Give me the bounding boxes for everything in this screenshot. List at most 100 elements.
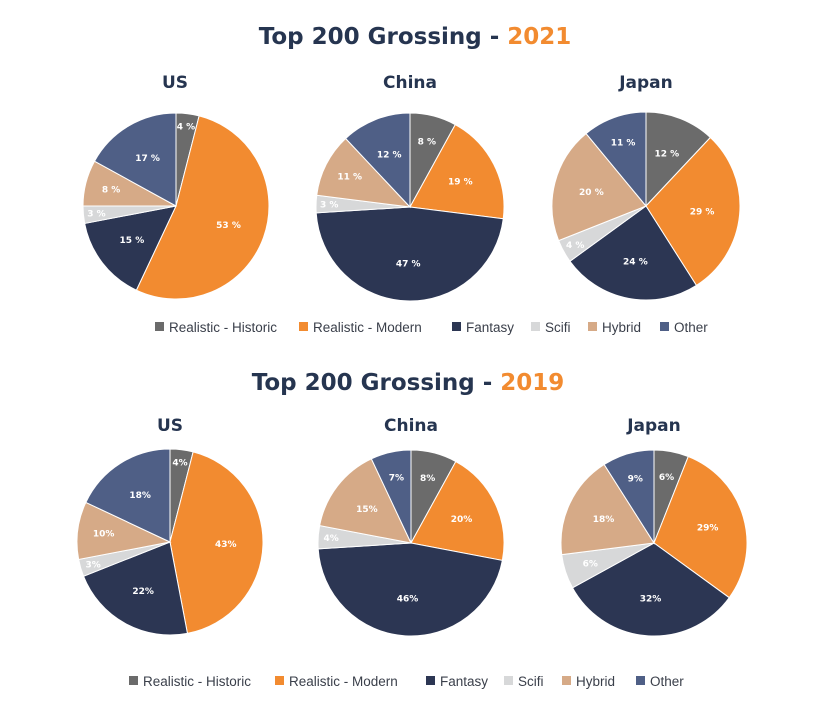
pies-2021: 4 %53 %15 %3 %8 %17 %8 %19 %47 %3 %11 %1… [82, 111, 741, 302]
slice-label-hybrid: 15% [356, 505, 378, 515]
legend-item-hybrid: Hybrid [588, 320, 641, 335]
legend-swatch [531, 322, 540, 331]
legend-swatch [155, 322, 164, 331]
legend-label: Realistic - Modern [289, 674, 398, 689]
chart-title-china-2021: China [383, 73, 437, 93]
slice-label-scifi: 3 % [320, 201, 338, 211]
legend-label: Other [674, 320, 708, 335]
slice-label-fantasy: 32% [640, 595, 662, 605]
slice-label-realistic-historic: 6% [659, 473, 674, 483]
slice-label-other: 9% [628, 475, 643, 485]
slice-fantasy [82, 541, 189, 636]
slice-label-realistic-modern: 53 % [216, 221, 241, 231]
legend-swatch [275, 676, 284, 685]
slice-label-fantasy: 22% [132, 587, 154, 597]
pie-us-2021: 4 % 53 % 15 % 3 % 8 % 17 % [82, 112, 270, 300]
slice-hybrid [560, 463, 655, 556]
slice-realistic-modern [169, 451, 264, 634]
slice-label-realistic-modern: 20% [451, 515, 473, 525]
legend-swatch [562, 676, 571, 685]
slice-other [93, 112, 177, 207]
slice-label-other: 7% [389, 474, 404, 484]
section-title-2021: Top 200 Grossing - 2021 [259, 24, 572, 50]
slice-label-hybrid: 11 % [337, 172, 362, 182]
slice-label-realistic-historic: 8% [420, 474, 435, 484]
pies-2019: 4%43%22%3%10%18%8%20%46%4%15%7% 6%29%32%6… [76, 448, 748, 637]
legend-item-other: Other [636, 674, 684, 689]
legend-swatch [299, 322, 308, 331]
slice-label-hybrid: 10% [93, 530, 115, 540]
slice-label-scifi: 3% [86, 560, 101, 570]
slice-label-realistic-modern: 43% [215, 540, 237, 550]
slice-hybrid [316, 137, 412, 208]
legend-swatch [660, 322, 669, 331]
slice-label-realistic-historic: 12 % [654, 150, 679, 160]
pie-japan-2021: 12 % 29 % 24 % 4 % 20 % 11 % [551, 111, 741, 301]
slice-realistic-modern [645, 136, 741, 287]
legend-item-realistic-historic: Realistic - Historic [129, 674, 251, 689]
chart-title-japan-2019: Japan [626, 416, 681, 436]
slice-label-hybrid: 18% [593, 515, 615, 525]
slice-label-hybrid: 8 % [102, 185, 120, 195]
slice-fantasy [569, 205, 698, 301]
slice-other [603, 449, 655, 545]
pie-japan-2019: 6% 29% 32% 6% 18% 9% [560, 449, 748, 637]
legend-item-scifi: Scifi [504, 674, 544, 689]
legend-item-fantasy: Fantasy [452, 320, 514, 335]
slice-other [85, 448, 171, 543]
legend-item-scifi: Scifi [531, 320, 571, 335]
slice-label-other: 17 % [135, 154, 160, 164]
slice-label-fantasy: 24 % [623, 257, 648, 267]
slice-realistic-historic [645, 111, 712, 208]
slice-label-scifi: 3 % [87, 210, 105, 220]
legend-label: Realistic - Modern [313, 320, 422, 335]
chart-title-china-2019: China [384, 416, 438, 436]
slice-label-realistic-historic: 4% [172, 459, 187, 469]
slice-label-realistic-historic: 4 % [177, 123, 195, 133]
slice-fantasy [315, 206, 504, 302]
slice-realistic-modern [410, 460, 505, 562]
legend-label: Other [650, 674, 684, 689]
pie-us-2019: 4% 43% 22% 3% 10% 18% [76, 448, 264, 636]
chart-title-japan-2021: Japan [618, 73, 673, 93]
section-2019: Top 200 Grossing - 2019 US China Japan 4… [76, 370, 748, 689]
slice-label-fantasy: 47 % [396, 259, 421, 269]
slice-other [344, 112, 411, 209]
pie-china-2021: 8 % 19 % 47 % 3 % 11 % 12 % [315, 112, 505, 302]
slice-label-scifi: 4% [324, 534, 339, 544]
legend-swatch [636, 676, 645, 685]
pie-china-2019: 8% 20% 46% 4% 15% 7% [317, 449, 505, 637]
slice-realistic-modern [135, 115, 270, 300]
legend-item-fantasy: Fantasy [426, 674, 488, 689]
legend-item-realistic-modern: Realistic - Modern [299, 320, 422, 335]
section-title-2019: Top 200 Grossing - 2019 [252, 370, 565, 396]
legend-label: Hybrid [576, 674, 615, 689]
legend-swatch [452, 322, 461, 331]
slice-label-fantasy: 15 % [120, 236, 145, 246]
legend-item-hybrid: Hybrid [562, 674, 615, 689]
legend-swatch [129, 676, 138, 685]
slice-realistic-modern [409, 123, 505, 220]
slice-hybrid [319, 458, 412, 544]
slice-other [370, 449, 412, 544]
slice-fantasy [571, 542, 730, 637]
legend-label: Fantasy [466, 320, 514, 335]
legend-swatch [504, 676, 513, 685]
legend-item-other: Other [660, 320, 708, 335]
slice-fantasy [84, 205, 177, 291]
legend-item-realistic-historic: Realistic - Historic [155, 320, 277, 335]
legend-label: Scifi [545, 320, 571, 335]
slice-label-realistic-modern: 29 % [690, 207, 715, 217]
slice-realistic-modern [653, 455, 748, 599]
slice-label-other: 18% [129, 491, 151, 501]
slice-label-scifi: 6% [583, 560, 598, 570]
slice-other [585, 111, 647, 208]
slice-label-fantasy: 46% [397, 595, 419, 605]
slice-label-scifi: 4 % [566, 241, 584, 251]
slice-label-realistic-modern: 29% [697, 523, 719, 533]
chart-title-us-2021: US [162, 73, 188, 93]
legend-2021: Realistic - Historic Realistic - Modern Fa… [155, 320, 708, 335]
legend-swatch [588, 322, 597, 331]
chart-title-us-2019: US [157, 416, 183, 436]
legend-item-realistic-modern: Realistic - Modern [275, 674, 398, 689]
